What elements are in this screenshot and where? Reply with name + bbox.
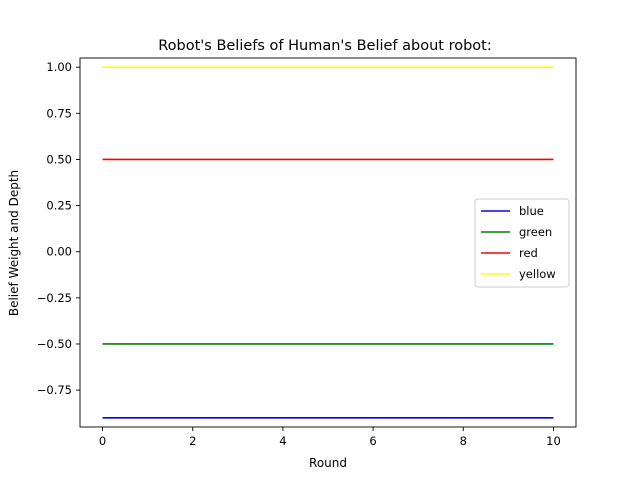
legend: blue green red yellow [474, 198, 570, 288]
x-tick-label: 4 [279, 434, 286, 448]
y-axis-label: Belief Weight and Depth [7, 170, 21, 316]
x-axis-label: Round [309, 456, 347, 470]
plot-area: 0 2 4 6 8 10 −0.75 −0.50 −0.25 0.00 0.25 0.50 0.75 1.… [37, 57, 577, 448]
y-tick-label: −0.25 [37, 291, 72, 305]
x-tick-label: 0 [99, 434, 106, 448]
x-tick-label: 6 [369, 434, 376, 448]
y-tick-label: 1.00 [46, 60, 72, 74]
legend-box [474, 198, 570, 288]
legend-label-yellow: yellow [519, 267, 556, 281]
y-tick-label: 0.75 [46, 106, 72, 120]
chart-title: Robot's Beliefs of Human's Belief about … [158, 38, 492, 54]
x-tick-label: 2 [189, 434, 196, 448]
y-tick-label: −0.50 [37, 337, 72, 351]
axes-frame [79, 57, 577, 428]
legend-label-blue: blue [519, 204, 544, 218]
y-tick-label: 0.00 [46, 245, 72, 259]
x-tick-label: 10 [546, 434, 561, 448]
legend-label-red: red [519, 246, 538, 260]
x-tick-label: 8 [460, 434, 467, 448]
y-tick-label: 0.25 [46, 199, 72, 213]
y-tick-label: −0.75 [37, 383, 72, 397]
y-tick-label: 0.50 [46, 152, 72, 166]
legend-label-green: green [519, 225, 552, 239]
